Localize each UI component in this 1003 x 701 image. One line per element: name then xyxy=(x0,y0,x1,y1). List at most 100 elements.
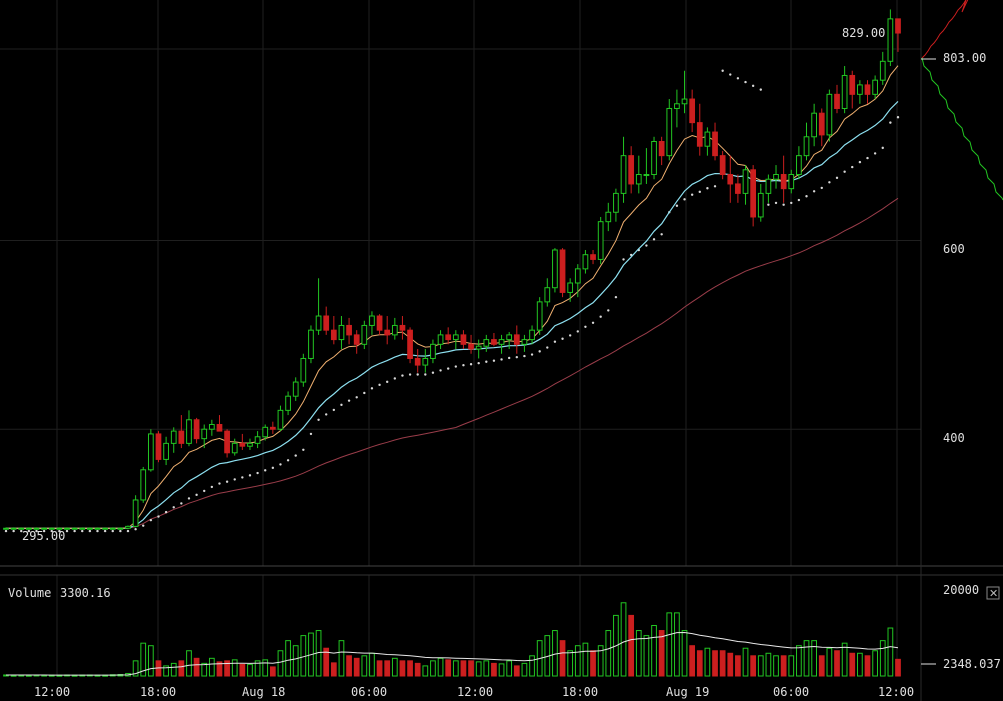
candle-body xyxy=(254,436,261,444)
volume-bar xyxy=(834,650,840,677)
volume-bar xyxy=(452,660,459,677)
sar-dot xyxy=(408,373,412,376)
candle-body xyxy=(635,174,642,185)
candle-body xyxy=(529,329,535,341)
time-tick: 06:00 xyxy=(773,685,809,699)
sar-dot xyxy=(119,529,122,533)
sar-dot xyxy=(416,373,419,376)
candle-body xyxy=(170,430,177,444)
sar-dot xyxy=(218,482,221,485)
candle-body xyxy=(818,112,825,136)
sar-dot xyxy=(279,463,282,466)
volume-bar xyxy=(803,640,810,677)
time-tick: 12:00 xyxy=(34,685,70,699)
candle-body xyxy=(208,424,215,430)
sar-dot xyxy=(401,374,404,377)
sar-dot xyxy=(561,337,564,340)
sar-dot xyxy=(73,529,76,533)
sar-dot xyxy=(759,88,762,91)
sar-dot xyxy=(652,238,656,241)
sar-dot xyxy=(873,152,877,155)
volume-bar xyxy=(765,652,772,677)
candle-body xyxy=(613,192,619,213)
time-tick: 18:00 xyxy=(562,685,598,699)
parabolic-sar-dots xyxy=(4,69,900,533)
candle-body xyxy=(308,329,314,359)
volume-bar xyxy=(224,660,230,677)
candle-body xyxy=(10,527,17,530)
volume-bar xyxy=(391,657,398,677)
candle-body xyxy=(536,301,543,331)
sar-dot xyxy=(210,485,214,489)
sar-dot xyxy=(256,471,259,475)
candle-body xyxy=(300,357,307,383)
sar-dot xyxy=(553,340,557,343)
sar-dot xyxy=(866,156,869,160)
candle-body xyxy=(26,527,32,530)
candle-body xyxy=(521,339,528,345)
candle-body xyxy=(361,324,368,345)
volume-bar xyxy=(338,640,345,677)
candle-body xyxy=(582,254,589,270)
sar-dot xyxy=(203,489,206,493)
volume-bar xyxy=(300,635,307,677)
candle-body xyxy=(140,469,147,501)
volume-bar xyxy=(620,602,627,677)
sar-dot xyxy=(469,363,473,366)
sar-dot xyxy=(523,354,526,358)
volume-bar xyxy=(788,655,795,677)
sar-dot xyxy=(88,529,92,533)
volume-bar xyxy=(513,665,520,677)
candle-body xyxy=(597,221,604,260)
time-tick: Aug 18 xyxy=(242,685,285,699)
volume-bar xyxy=(559,640,566,677)
sar-dot xyxy=(477,361,480,365)
candle-body xyxy=(346,324,352,336)
sar-dot xyxy=(149,518,153,522)
candle-body xyxy=(155,433,162,460)
sar-dot xyxy=(835,176,839,180)
sar-dot xyxy=(340,403,343,407)
sar-dot xyxy=(584,325,587,329)
sar-dot xyxy=(851,165,854,169)
volume-bar xyxy=(742,647,749,677)
volume-bar xyxy=(353,657,360,677)
sar-dot xyxy=(370,387,374,390)
sar-dot xyxy=(896,116,900,119)
candle-body xyxy=(163,442,169,460)
sar-dot xyxy=(645,244,648,247)
candle-body xyxy=(796,155,802,176)
sar-dot xyxy=(607,309,610,312)
candle-body xyxy=(178,430,185,444)
volume-value: 3300.16 xyxy=(60,586,111,600)
close-volume-panel-button[interactable]: ✕ xyxy=(986,586,1000,600)
volume-bar xyxy=(826,647,833,677)
volume-bar xyxy=(651,625,657,677)
volume-bar xyxy=(727,652,734,677)
volume-bar xyxy=(704,647,711,677)
candle-body xyxy=(86,527,93,530)
candle-body xyxy=(117,527,124,530)
volume-title: Volume xyxy=(8,586,51,600)
candle-body xyxy=(193,419,200,440)
sar-dot xyxy=(142,524,145,527)
volume-bar xyxy=(857,652,863,677)
sar-dot xyxy=(126,529,130,533)
candle-body xyxy=(681,98,688,105)
candle-body xyxy=(384,329,391,336)
candle-body xyxy=(71,527,78,530)
candle-body xyxy=(727,174,734,185)
ema-mid-line xyxy=(6,100,899,529)
volume-bar xyxy=(872,650,878,677)
volume-bar xyxy=(574,645,581,677)
candle-body xyxy=(803,136,810,157)
volume-bar xyxy=(597,645,604,677)
candle-body xyxy=(574,268,581,284)
volume-ma-label: 2348.037 xyxy=(943,657,1001,671)
candle-body xyxy=(742,169,749,194)
volume-bar xyxy=(277,650,284,677)
sar-dot xyxy=(134,528,137,531)
sar-dot xyxy=(225,480,229,483)
volume-bar xyxy=(628,614,635,677)
